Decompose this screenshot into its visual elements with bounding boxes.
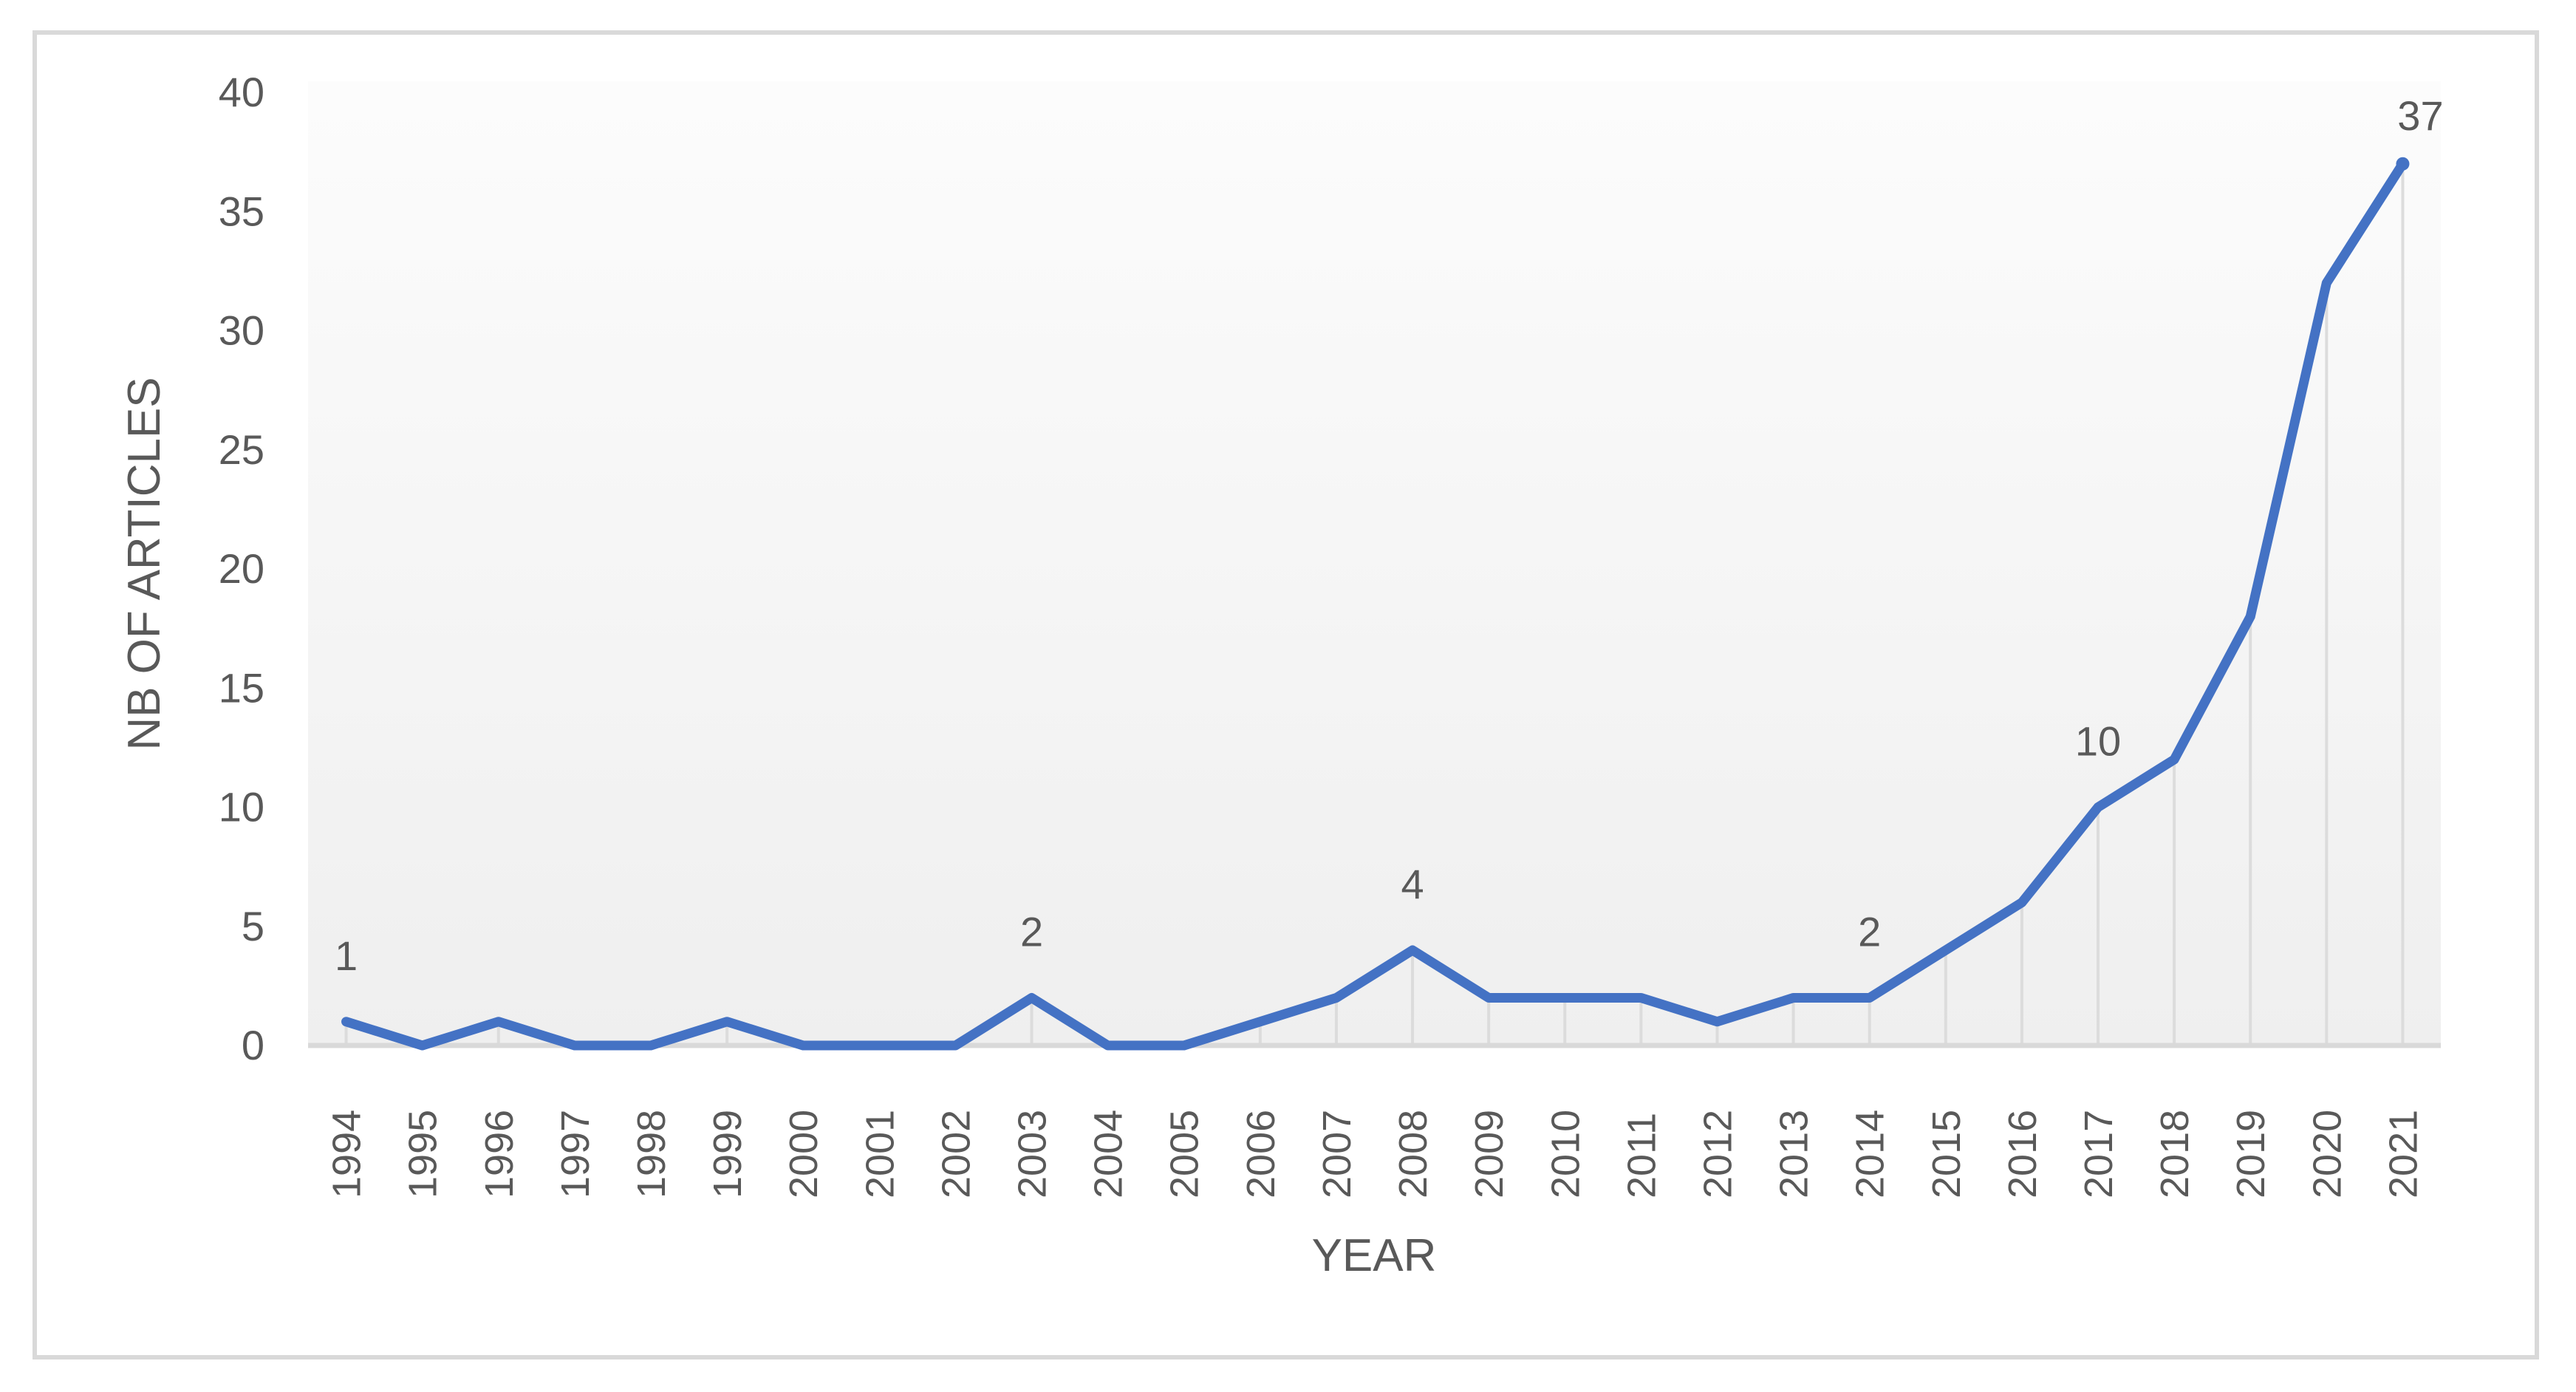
data-label-2014: 2 [1858,909,1881,955]
y-tick-label-5: 5 [242,903,264,949]
series-line [341,159,2408,1051]
y-axis-title: NB OF ARTICLES [119,377,170,751]
y-tick-label-40: 40 [219,69,264,115]
x-tick-label-2018: 2018 [2153,1110,2197,1198]
x-tick-label-2019: 2019 [2229,1110,2273,1198]
series-endpoint [2396,157,2410,171]
y-tick-label-15: 15 [219,664,264,711]
x-tick-label-1998: 1998 [629,1110,674,1198]
x-tick-label-2014: 2014 [1848,1110,1893,1198]
x-tick-label-2012: 2012 [1695,1110,1740,1198]
y-tick-label-25: 25 [219,426,264,473]
x-tick-label-1997: 1997 [553,1110,598,1198]
y-tick-label-0: 0 [242,1022,264,1068]
data-label-2003: 2 [1020,909,1043,955]
x-tick-label-2006: 2006 [1239,1110,1283,1198]
x-tick-label-2013: 2013 [1772,1110,1817,1198]
data-label-1994: 1 [335,932,358,979]
x-tick-label-2011: 2011 [1619,1113,1664,1198]
x-tick-label-1995: 1995 [401,1110,445,1198]
x-tick-label-2000: 2000 [782,1110,826,1198]
x-tick-label-2004: 2004 [1087,1110,1131,1198]
x-tick-label-2002: 2002 [934,1110,978,1198]
x-tick-label-2010: 2010 [1543,1110,1588,1198]
x-tick-label-2021: 2021 [2381,1110,2425,1198]
plot-area [308,81,2441,1045]
data-label-2021: 37 [2397,92,2443,139]
x-tick-label-2015: 2015 [1924,1110,1969,1198]
x-tick-label-2009: 2009 [1467,1110,1511,1198]
y-tick-label-20: 20 [219,545,264,592]
data-label-2017: 10 [2075,718,2121,765]
x-tick-label-2001: 2001 [858,1110,902,1198]
x-tick-label-2005: 2005 [1163,1110,1207,1198]
x-tick-label-2017: 2017 [2077,1110,2121,1198]
x-tick-label-1996: 1996 [477,1110,522,1198]
x-tick-label-1999: 1999 [706,1110,750,1198]
x-tick-label-2008: 2008 [1391,1110,1435,1198]
data-label-2008: 4 [1401,861,1424,907]
x-tick-label-2020: 2020 [2305,1110,2349,1198]
x-tick-label-2016: 2016 [2001,1110,2045,1198]
y-tick-label-35: 35 [219,188,264,234]
y-tick-label-10: 10 [219,784,264,830]
x-tick-label-2003: 2003 [1011,1110,1055,1198]
y-tick-label-30: 30 [219,307,264,354]
x-axis-title: YEAR [1311,1230,1437,1281]
x-tick-label-2007: 2007 [1315,1110,1359,1198]
x-tick-label-1994: 1994 [325,1110,369,1198]
